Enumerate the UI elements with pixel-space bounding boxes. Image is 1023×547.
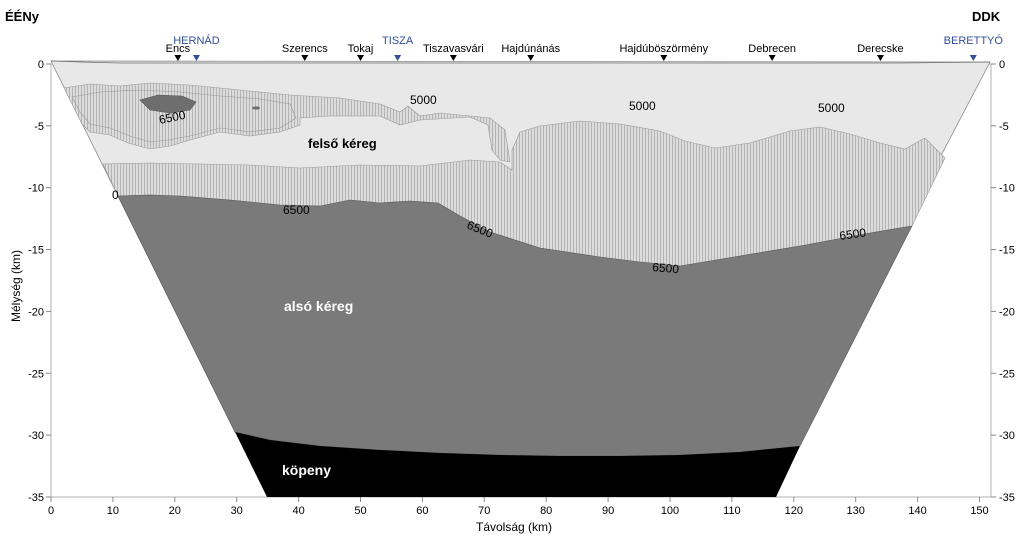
y-tick-label: -35	[28, 492, 44, 504]
mantle-layer	[235, 432, 800, 497]
town-label: Encs	[166, 43, 191, 55]
contour-label: 6500	[283, 203, 310, 217]
upper-crust-left-body	[71, 89, 297, 143]
x-tick-label: 60	[416, 505, 428, 517]
y-axis-title: Mélység (km)	[9, 250, 23, 322]
corner-label-left: ÉÉNy	[5, 9, 40, 24]
town-marker	[527, 55, 535, 61]
x-tick-label: 70	[478, 505, 490, 517]
contour-label: 6500	[158, 108, 187, 127]
x-tick-label: 0	[48, 505, 54, 517]
x-tick-label: 120	[785, 505, 803, 517]
town-marker	[660, 55, 668, 61]
y-tick-label: -30	[28, 430, 44, 442]
y-tick-label: -10	[28, 183, 44, 195]
x-tick-label: 80	[540, 505, 552, 517]
anomaly-body	[139, 94, 197, 114]
town-marker	[174, 55, 182, 61]
town-label: Derecske	[857, 43, 903, 55]
x-tick-label: 10	[107, 505, 119, 517]
upper-crust-label: felső kéreg	[308, 136, 377, 151]
x-tick-label: 100	[661, 505, 679, 517]
y-tick-label: -5	[34, 121, 44, 133]
town-markers: Encs Szerencs Tokaj Tiszavasvári Hajdúnánás H…	[166, 43, 904, 61]
river-marker	[394, 55, 402, 61]
town-marker	[876, 55, 884, 61]
lower-crust-label: alsó kéreg	[284, 298, 353, 314]
model-layers	[50, 60, 991, 497]
y-tick-label: -20	[999, 306, 1015, 318]
contour-label: 5000	[410, 93, 437, 107]
mantle-label: köpeny	[282, 462, 331, 478]
corner-label-right: DDK	[972, 9, 1001, 24]
contour-label: 6500	[838, 225, 867, 243]
town-marker	[301, 55, 309, 61]
y-tick-label: -15	[999, 245, 1015, 257]
y-axis-right: 0 -5 -10 -15 -20 -25 -30 -35	[991, 59, 1015, 504]
contour-label: 5000	[818, 101, 845, 115]
x-tick-label: 140	[908, 505, 926, 517]
x-tick-label: 110	[723, 505, 741, 517]
contour-label: 0	[112, 188, 119, 202]
y-tick-label: 0	[38, 59, 44, 71]
river-label: BERETTYÓ	[944, 34, 1004, 47]
x-tick-label: 20	[169, 505, 181, 517]
x-tick-label: 30	[231, 505, 243, 517]
river-markers: HERNÁD TISZA BERETTYÓ	[173, 34, 1003, 61]
y-tick-label: -35	[999, 492, 1015, 504]
y-tick-label: 0	[999, 59, 1005, 71]
town-label: Debrecen	[748, 43, 796, 55]
y-tick-label: -5	[999, 121, 1009, 133]
y-tick-label: -20	[28, 306, 44, 318]
town-marker	[357, 55, 364, 61]
y-tick-label: -15	[28, 245, 44, 257]
y-tick-label: -25	[999, 368, 1015, 380]
river-marker	[969, 55, 977, 61]
x-tick-label: 150	[970, 505, 988, 517]
town-label: Tokaj	[348, 43, 374, 55]
town-label: Hajdúböszörmény	[619, 43, 708, 55]
river-label: TISZA	[382, 35, 414, 47]
x-tick-label: 40	[292, 505, 304, 517]
river-label: HERNÁD	[173, 34, 220, 47]
y-tick-label: -25	[28, 368, 44, 380]
topography-line	[50, 60, 991, 64]
y-axis-left: 0 -5 -10 -15 -20 -25 -30 -35	[28, 59, 51, 504]
town-label: Hajdúnánás	[501, 43, 560, 55]
x-tick-label: 90	[602, 505, 614, 517]
y-tick-label: -30	[999, 430, 1015, 442]
anomaly-small	[252, 106, 260, 110]
contour-label: 5000	[629, 99, 656, 113]
town-label: Szerencs	[282, 43, 328, 55]
x-tick-label: 50	[354, 505, 366, 517]
town-label: Tiszavasvári	[423, 43, 484, 55]
town-marker	[449, 55, 457, 61]
x-axis-title: Távolság (km)	[476, 520, 552, 534]
x-axis: 0 10 20 30 40 50 60 70 80 90 100 110 120 130 140 150	[48, 497, 989, 517]
river-marker	[192, 55, 200, 61]
y-tick-label: -10	[999, 183, 1015, 195]
town-marker	[768, 55, 776, 61]
contour-label: 6500	[652, 260, 680, 276]
x-tick-label: 130	[847, 505, 865, 517]
